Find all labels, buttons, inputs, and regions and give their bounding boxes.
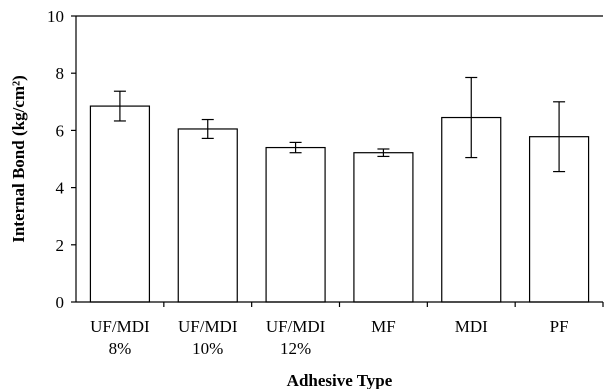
bar (89, 105, 151, 303)
y-tick-label: 8 (56, 64, 65, 83)
y-axis-title: Internal Bond (kg/cm²) (9, 75, 28, 243)
x-tick-label-line: 8% (109, 339, 132, 358)
x-tick-label: UF/MDI 12% (266, 317, 326, 358)
x-tick-label-line: 12% (280, 339, 311, 358)
x-tick-label-line: PF (550, 317, 569, 336)
x-axis-title: Adhesive Type (287, 371, 393, 389)
x-tick-label: MDI (455, 317, 488, 336)
x-tick-label-line: MDI (455, 317, 488, 336)
y-tick-label: 2 (56, 236, 65, 255)
x-ticks-group: UF/MDI 8% UF/MDI 10% UF/MDI 12% MF MDI PF (90, 302, 604, 358)
x-tick-label: MF (371, 317, 396, 336)
y-tick-label: 0 (56, 293, 65, 312)
x-tick-label-line: UF/MDI (178, 317, 238, 336)
x-tick-label: UF/MDI 8% (90, 317, 150, 358)
y-tick-label: 10 (47, 7, 64, 26)
bar (265, 146, 326, 303)
x-tick-label-line: 10% (192, 339, 223, 358)
error-bars-group (113, 76, 566, 173)
bar (353, 152, 414, 303)
x-tick-label-line: UF/MDI (266, 317, 326, 336)
y-tick-label: 6 (56, 121, 65, 140)
x-tick-label: UF/MDI 10% (178, 317, 238, 358)
bar (177, 128, 238, 303)
y-tick-label: 4 (56, 179, 65, 198)
bars-group (89, 105, 590, 303)
x-tick-label-line: MF (371, 317, 396, 336)
y-ticks-group: 0 2 4 6 8 10 (47, 7, 76, 312)
x-tick-label: PF (550, 317, 569, 336)
x-tick-label-line: UF/MDI (90, 317, 150, 336)
